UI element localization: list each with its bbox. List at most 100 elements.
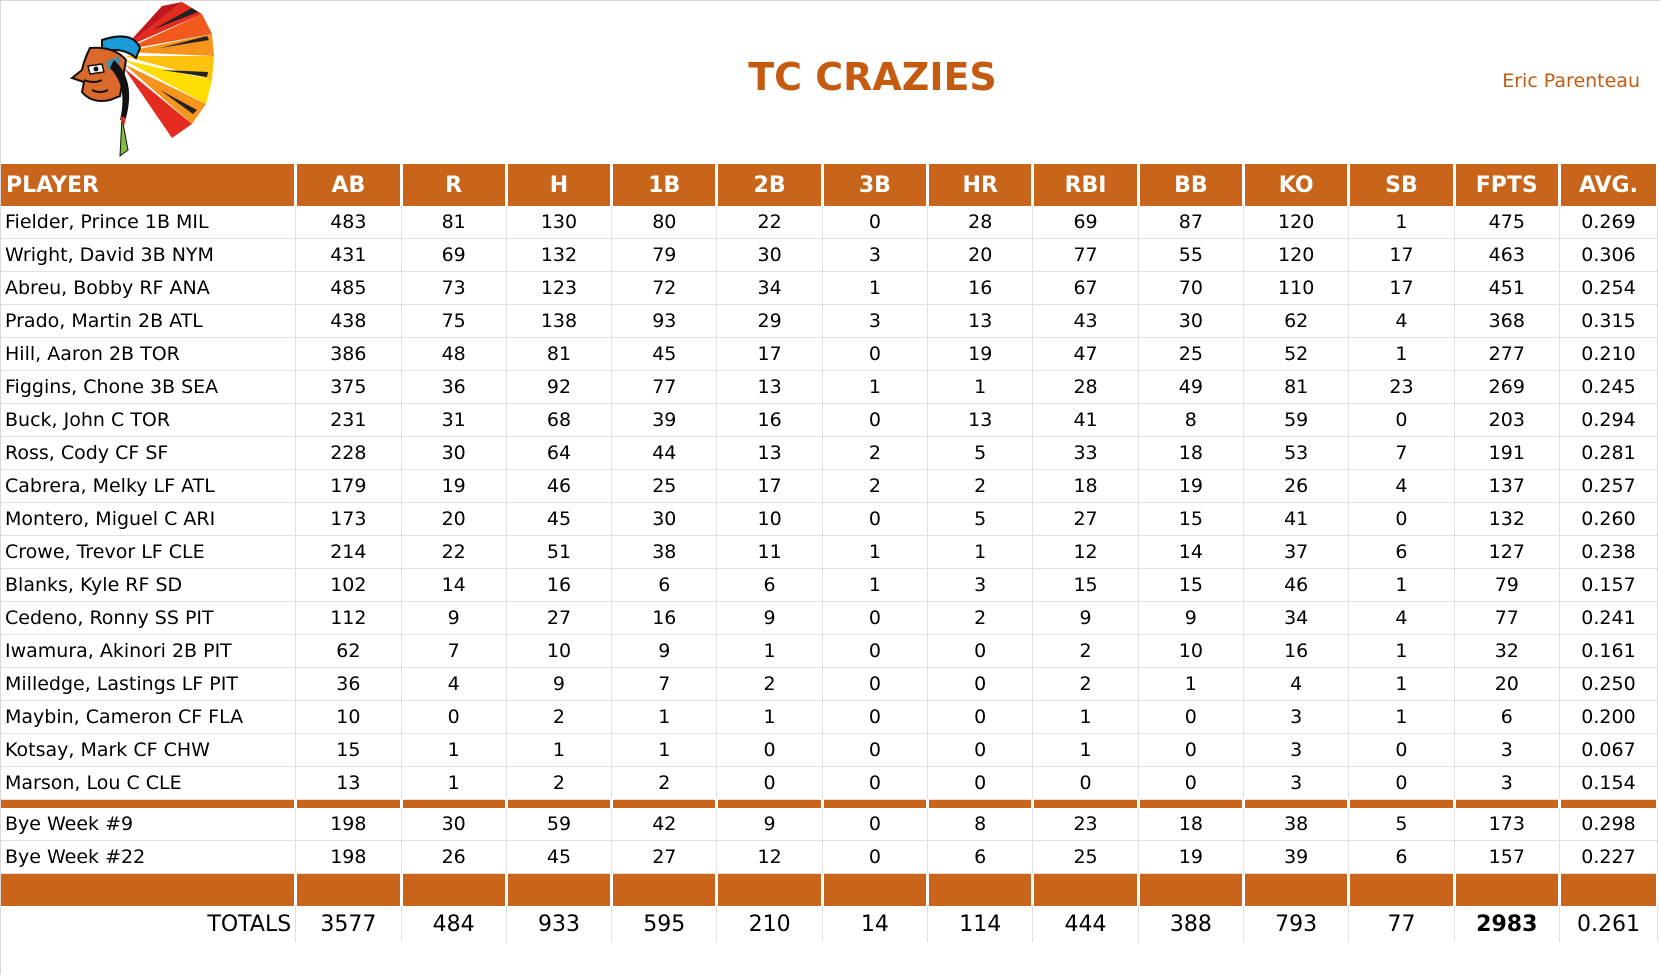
cell-player[interactable]: Bye Week #22 (1, 840, 297, 874)
cell-3b[interactable]: 3 (822, 238, 929, 272)
cell-3b[interactable]: 1 (822, 535, 929, 569)
cell-avg[interactable]: 0.067 (1559, 733, 1659, 767)
cell-sb[interactable]: 0 (1348, 403, 1455, 437)
cell-r[interactable]: 30 (401, 436, 507, 470)
cell-rbi[interactable]: 1 (1032, 700, 1139, 734)
cell-ko[interactable]: 41 (1243, 502, 1350, 536)
cell-fpts[interactable]: 368 (1454, 304, 1560, 338)
cell-hr[interactable]: 0 (927, 634, 1034, 668)
column-header-player[interactable]: PLAYER (1, 164, 298, 206)
cell-player[interactable]: Kotsay, Mark CF CHW (1, 733, 297, 767)
cell-r[interactable]: 22 (401, 535, 507, 569)
cell-rbi[interactable]: 25 (1032, 840, 1139, 874)
cell-1b[interactable]: 77 (611, 370, 718, 404)
cell-bb[interactable]: 87 (1138, 206, 1245, 239)
cell-1b[interactable]: 1 (611, 700, 718, 734)
cell-ko[interactable]: 38 (1243, 808, 1350, 841)
cell-avg[interactable]: 0.281 (1559, 436, 1659, 470)
cell-avg[interactable]: 0.210 (1559, 337, 1659, 371)
cell-bb[interactable]: 1 (1138, 667, 1245, 701)
cell-3b[interactable]: 1 (822, 271, 929, 305)
cell-h[interactable]: 92 (506, 370, 613, 404)
cell-hr[interactable]: 2 (927, 601, 1034, 635)
cell-avg[interactable]: 0.154 (1559, 766, 1659, 800)
cell-sb[interactable]: 6 (1348, 840, 1455, 874)
cell-sb[interactable]: 1 (1348, 568, 1455, 602)
totals-2b[interactable]: 210 (716, 906, 823, 942)
cell-ab[interactable]: 198 (295, 840, 402, 874)
cell-ab[interactable]: 375 (295, 370, 402, 404)
cell-rbi[interactable]: 23 (1032, 808, 1139, 841)
cell-2b[interactable]: 12 (716, 840, 823, 874)
cell-h[interactable]: 123 (506, 271, 613, 305)
cell-h[interactable]: 9 (506, 667, 613, 701)
cell-sb[interactable]: 23 (1348, 370, 1455, 404)
cell-r[interactable]: 14 (401, 568, 507, 602)
cell-fpts[interactable]: 137 (1454, 469, 1560, 503)
cell-r[interactable]: 4 (401, 667, 507, 701)
cell-bb[interactable]: 14 (1138, 535, 1245, 569)
cell-hr[interactable]: 19 (927, 337, 1034, 371)
cell-3b[interactable]: 0 (822, 403, 929, 437)
cell-bb[interactable]: 15 (1138, 568, 1245, 602)
cell-hr[interactable]: 3 (927, 568, 1034, 602)
column-header-h[interactable]: H (506, 164, 614, 206)
cell-fpts[interactable]: 157 (1454, 840, 1560, 874)
cell-1b[interactable]: 2 (611, 766, 718, 800)
cell-rbi[interactable]: 43 (1032, 304, 1139, 338)
cell-h[interactable]: 2 (506, 700, 613, 734)
cell-avg[interactable]: 0.200 (1559, 700, 1659, 734)
cell-h[interactable]: 10 (506, 634, 613, 668)
cell-1b[interactable]: 7 (611, 667, 718, 701)
cell-1b[interactable]: 80 (611, 206, 718, 239)
cell-3b[interactable]: 0 (822, 337, 929, 371)
cell-h[interactable]: 51 (506, 535, 613, 569)
cell-r[interactable]: 73 (401, 271, 507, 305)
cell-sb[interactable]: 17 (1348, 271, 1455, 305)
column-header-fpts[interactable]: FPTS (1454, 164, 1561, 206)
cell-2b[interactable]: 13 (716, 436, 823, 470)
cell-ab[interactable]: 483 (295, 206, 402, 239)
cell-rbi[interactable]: 2 (1032, 667, 1139, 701)
cell-ko[interactable]: 52 (1243, 337, 1350, 371)
cell-hr[interactable]: 0 (927, 766, 1034, 800)
cell-bb[interactable]: 0 (1138, 700, 1245, 734)
cell-3b[interactable]: 0 (822, 601, 929, 635)
cell-3b[interactable]: 0 (822, 206, 929, 239)
cell-3b[interactable]: 1 (822, 568, 929, 602)
cell-ab[interactable]: 386 (295, 337, 402, 371)
cell-ab[interactable]: 36 (295, 667, 402, 701)
cell-bb[interactable]: 15 (1138, 502, 1245, 536)
cell-sb[interactable]: 0 (1348, 733, 1455, 767)
cell-ko[interactable]: 37 (1243, 535, 1350, 569)
cell-h[interactable]: 27 (506, 601, 613, 635)
cell-player[interactable]: Wright, David 3B NYM (1, 238, 297, 272)
cell-h[interactable]: 132 (506, 238, 613, 272)
cell-2b[interactable]: 30 (716, 238, 823, 272)
cell-fpts[interactable]: 79 (1454, 568, 1560, 602)
cell-ab[interactable]: 228 (295, 436, 402, 470)
cell-sb[interactable]: 6 (1348, 535, 1455, 569)
cell-1b[interactable]: 93 (611, 304, 718, 338)
cell-ko[interactable]: 16 (1243, 634, 1350, 668)
cell-fpts[interactable]: 6 (1454, 700, 1560, 734)
cell-1b[interactable]: 42 (611, 808, 718, 841)
cell-ko[interactable]: 39 (1243, 840, 1350, 874)
cell-2b[interactable]: 17 (716, 469, 823, 503)
cell-hr[interactable]: 16 (927, 271, 1034, 305)
cell-ko[interactable]: 26 (1243, 469, 1350, 503)
cell-hr[interactable]: 28 (927, 206, 1034, 239)
cell-r[interactable]: 0 (401, 700, 507, 734)
cell-r[interactable]: 1 (401, 733, 507, 767)
column-header-1b[interactable]: 1B (611, 164, 719, 206)
cell-2b[interactable]: 2 (716, 667, 823, 701)
cell-player[interactable]: Hill, Aaron 2B TOR (1, 337, 297, 371)
cell-r[interactable]: 20 (401, 502, 507, 536)
cell-bb[interactable]: 30 (1138, 304, 1245, 338)
cell-3b[interactable]: 1 (822, 370, 929, 404)
cell-hr[interactable]: 0 (927, 733, 1034, 767)
cell-1b[interactable]: 1 (611, 733, 718, 767)
cell-r[interactable]: 9 (401, 601, 507, 635)
cell-fpts[interactable]: 451 (1454, 271, 1560, 305)
cell-player[interactable]: Cedeno, Ronny SS PIT (1, 601, 297, 635)
